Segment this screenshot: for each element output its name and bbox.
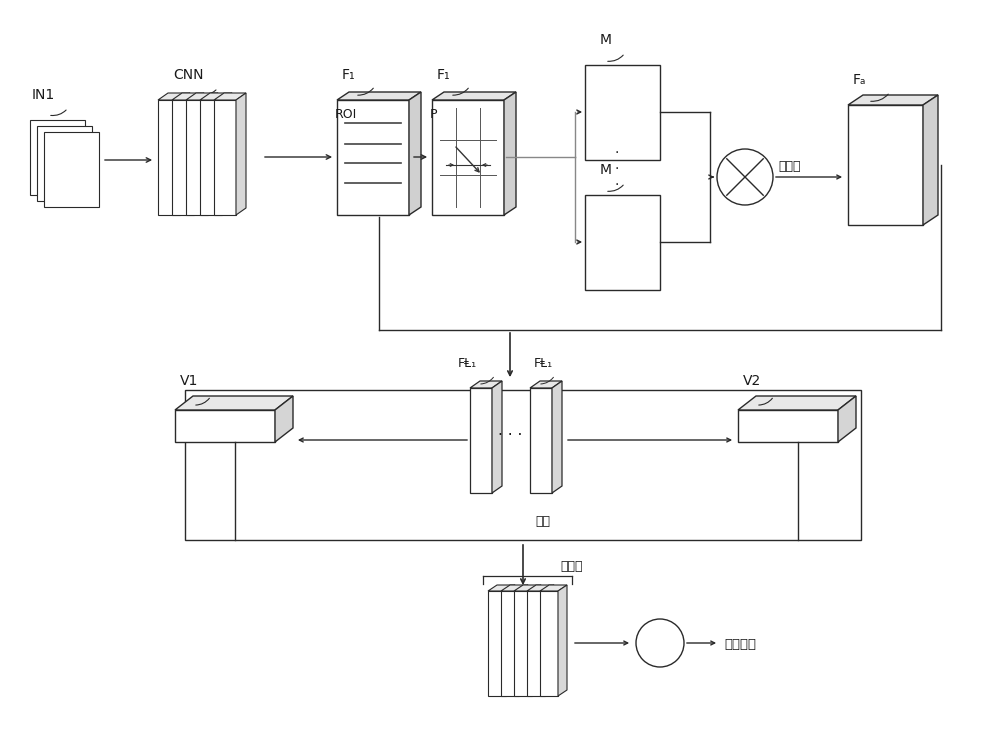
Bar [186, 100, 208, 215]
Text: 加权和: 加权和 [778, 160, 800, 173]
Polygon shape [504, 92, 516, 215]
Circle shape [636, 619, 684, 667]
Polygon shape [530, 381, 562, 388]
Polygon shape [208, 93, 218, 215]
Text: IN1: IN1 [32, 88, 55, 102]
Polygon shape [545, 585, 554, 696]
Bar [185, 390, 861, 540]
Text: V2: V2 [743, 374, 761, 388]
Bar [158, 100, 180, 215]
Bar [470, 388, 492, 493]
Polygon shape [236, 93, 246, 215]
Text: M: M [600, 33, 612, 47]
Bar [501, 591, 519, 696]
Polygon shape [558, 585, 567, 696]
Polygon shape [470, 381, 502, 388]
Text: 分类结果: 分类结果 [724, 637, 756, 650]
Polygon shape [200, 93, 232, 100]
Polygon shape [175, 396, 293, 410]
Polygon shape [158, 93, 190, 100]
Text: Fₐ: Fₐ [853, 73, 866, 87]
Bar [488, 591, 506, 696]
Text: 分类器: 分类器 [561, 560, 583, 573]
Polygon shape [501, 585, 528, 591]
Bar [214, 100, 236, 215]
Bar [30, 120, 85, 195]
Bar [527, 591, 545, 696]
Polygon shape [923, 95, 938, 225]
Bar [172, 100, 194, 215]
Polygon shape [409, 92, 421, 215]
Bar [585, 195, 660, 290]
Text: F₁: F₁ [342, 68, 356, 82]
Text: M: M [600, 163, 612, 177]
Bar [200, 100, 222, 215]
Polygon shape [492, 381, 502, 493]
Bar [530, 388, 552, 493]
Bar [432, 100, 504, 215]
Text: ·
·
·: · · · [615, 146, 619, 192]
Polygon shape [172, 93, 204, 100]
Polygon shape [222, 93, 232, 215]
Polygon shape [738, 396, 856, 410]
Text: CNN: CNN [173, 68, 204, 82]
Text: S: S [655, 637, 665, 652]
Bar [738, 410, 838, 442]
Polygon shape [514, 585, 541, 591]
Text: F₁: F₁ [437, 68, 451, 82]
Polygon shape [506, 585, 515, 696]
Polygon shape [194, 93, 204, 215]
Polygon shape [527, 585, 554, 591]
Polygon shape [186, 93, 218, 100]
Bar [540, 591, 558, 696]
Bar [585, 65, 660, 160]
Polygon shape [540, 585, 567, 591]
Polygon shape [848, 95, 938, 105]
Text: · · ·: · · · [498, 428, 522, 443]
Polygon shape [214, 93, 246, 100]
Polygon shape [337, 92, 421, 100]
Polygon shape [432, 92, 516, 100]
Polygon shape [532, 585, 541, 696]
Text: V1: V1 [180, 374, 198, 388]
Bar [37, 126, 92, 201]
Polygon shape [180, 93, 190, 215]
Polygon shape [519, 585, 528, 696]
Polygon shape [488, 585, 515, 591]
Text: 级联: 级联 [536, 515, 550, 528]
Circle shape [717, 149, 773, 205]
Bar [848, 105, 923, 225]
Text: ROI: ROI [335, 108, 357, 121]
Polygon shape [275, 396, 293, 442]
Text: FⱠ₁: FⱠ₁ [534, 357, 553, 370]
Polygon shape [838, 396, 856, 442]
Polygon shape [552, 381, 562, 493]
Bar [337, 100, 409, 215]
Bar [175, 410, 275, 442]
Bar [44, 132, 99, 207]
Text: P: P [430, 108, 438, 121]
Text: FⱠ₁: FⱠ₁ [458, 357, 477, 370]
Bar [514, 591, 532, 696]
